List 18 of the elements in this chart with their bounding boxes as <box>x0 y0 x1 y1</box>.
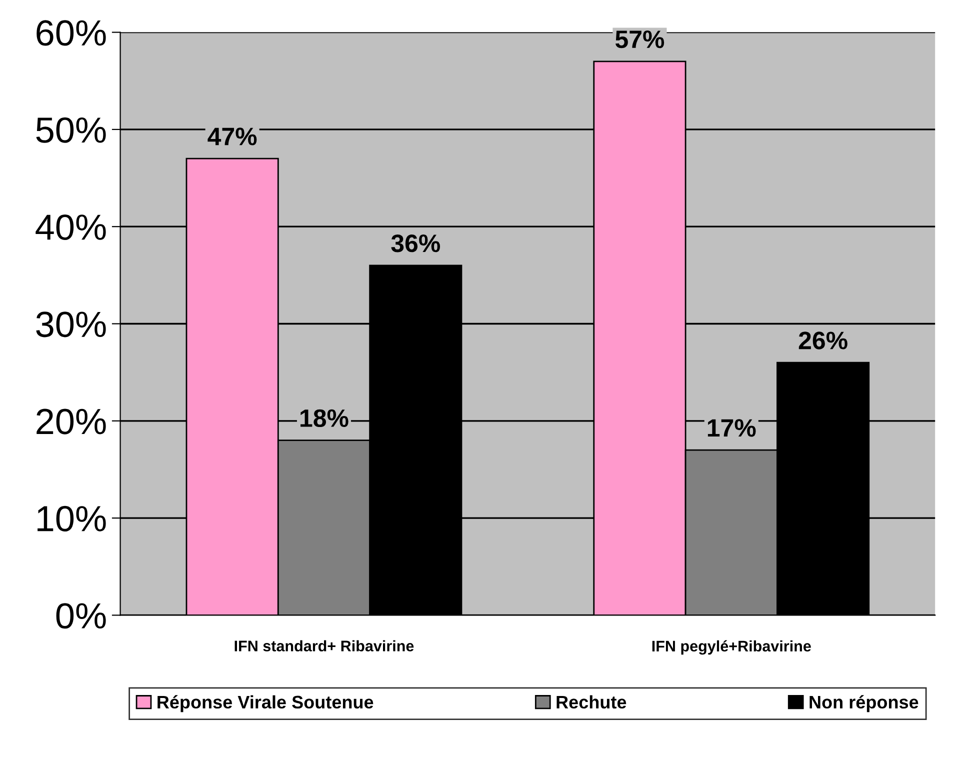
data-label: 17% <box>708 419 756 437</box>
y-tick-label: 10% <box>38 506 106 532</box>
legend-label: Non réponse <box>810 695 918 712</box>
y-tick-label: 30% <box>36 312 106 338</box>
data-label: 18% <box>300 409 348 428</box>
y-tick-label: 0% <box>56 603 106 629</box>
data-label: 47% <box>208 128 257 146</box>
x-tick-label: IFN pegylé+Ribavirine <box>652 640 811 655</box>
y-tick-label: 50% <box>36 117 106 143</box>
x-tick-label: IFN standard+ Ribavirine <box>234 640 414 652</box>
legend-label: Rechute <box>556 695 626 709</box>
y-tick-label: 20% <box>36 408 106 434</box>
y-tick-label: 40% <box>36 214 106 240</box>
data-label: 36% <box>391 234 440 252</box>
data-label: 26% <box>798 332 848 350</box>
legend-label: Réponse Virale Soutenue <box>158 695 374 712</box>
y-tick-label: 60% <box>36 20 106 46</box>
data-label: 57% <box>615 30 664 48</box>
